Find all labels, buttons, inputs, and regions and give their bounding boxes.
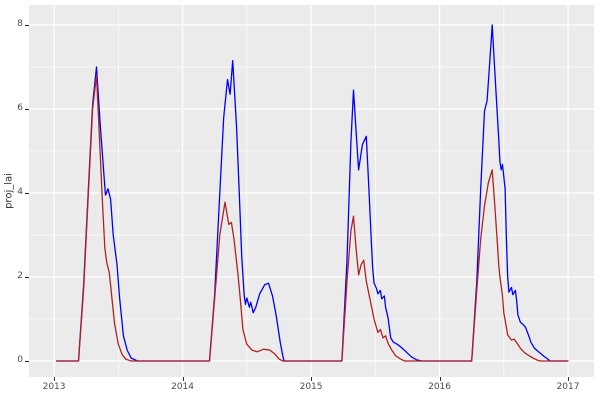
x-tick-mark [311, 377, 313, 381]
y-tick-mark [25, 276, 29, 278]
y-tick-mark [25, 360, 29, 362]
y-tick-label: 2 [17, 270, 23, 281]
x-tick-mark [439, 377, 441, 381]
x-tick-mark [54, 377, 56, 381]
x-tick-label: 2017 [556, 382, 580, 392]
x-tick-label: 2016 [428, 382, 451, 392]
chart-canvas [29, 5, 594, 377]
y-tick-label: 8 [17, 18, 23, 29]
series-red [55, 74, 569, 362]
y-tick-label: 0 [17, 354, 23, 365]
y-tick-label: 4 [17, 186, 23, 197]
x-tick-label: 2013 [42, 382, 66, 392]
plot-panel [29, 5, 594, 377]
y-tick-mark [25, 108, 29, 110]
y-tick-mark [25, 24, 29, 26]
x-tick-label: 2014 [171, 382, 194, 392]
x-tick-mark [182, 377, 184, 381]
x-tick-mark [568, 377, 570, 381]
y-tick-label: 6 [17, 102, 23, 113]
x-tick-label: 2015 [299, 382, 323, 392]
y-tick-mark [25, 192, 29, 194]
